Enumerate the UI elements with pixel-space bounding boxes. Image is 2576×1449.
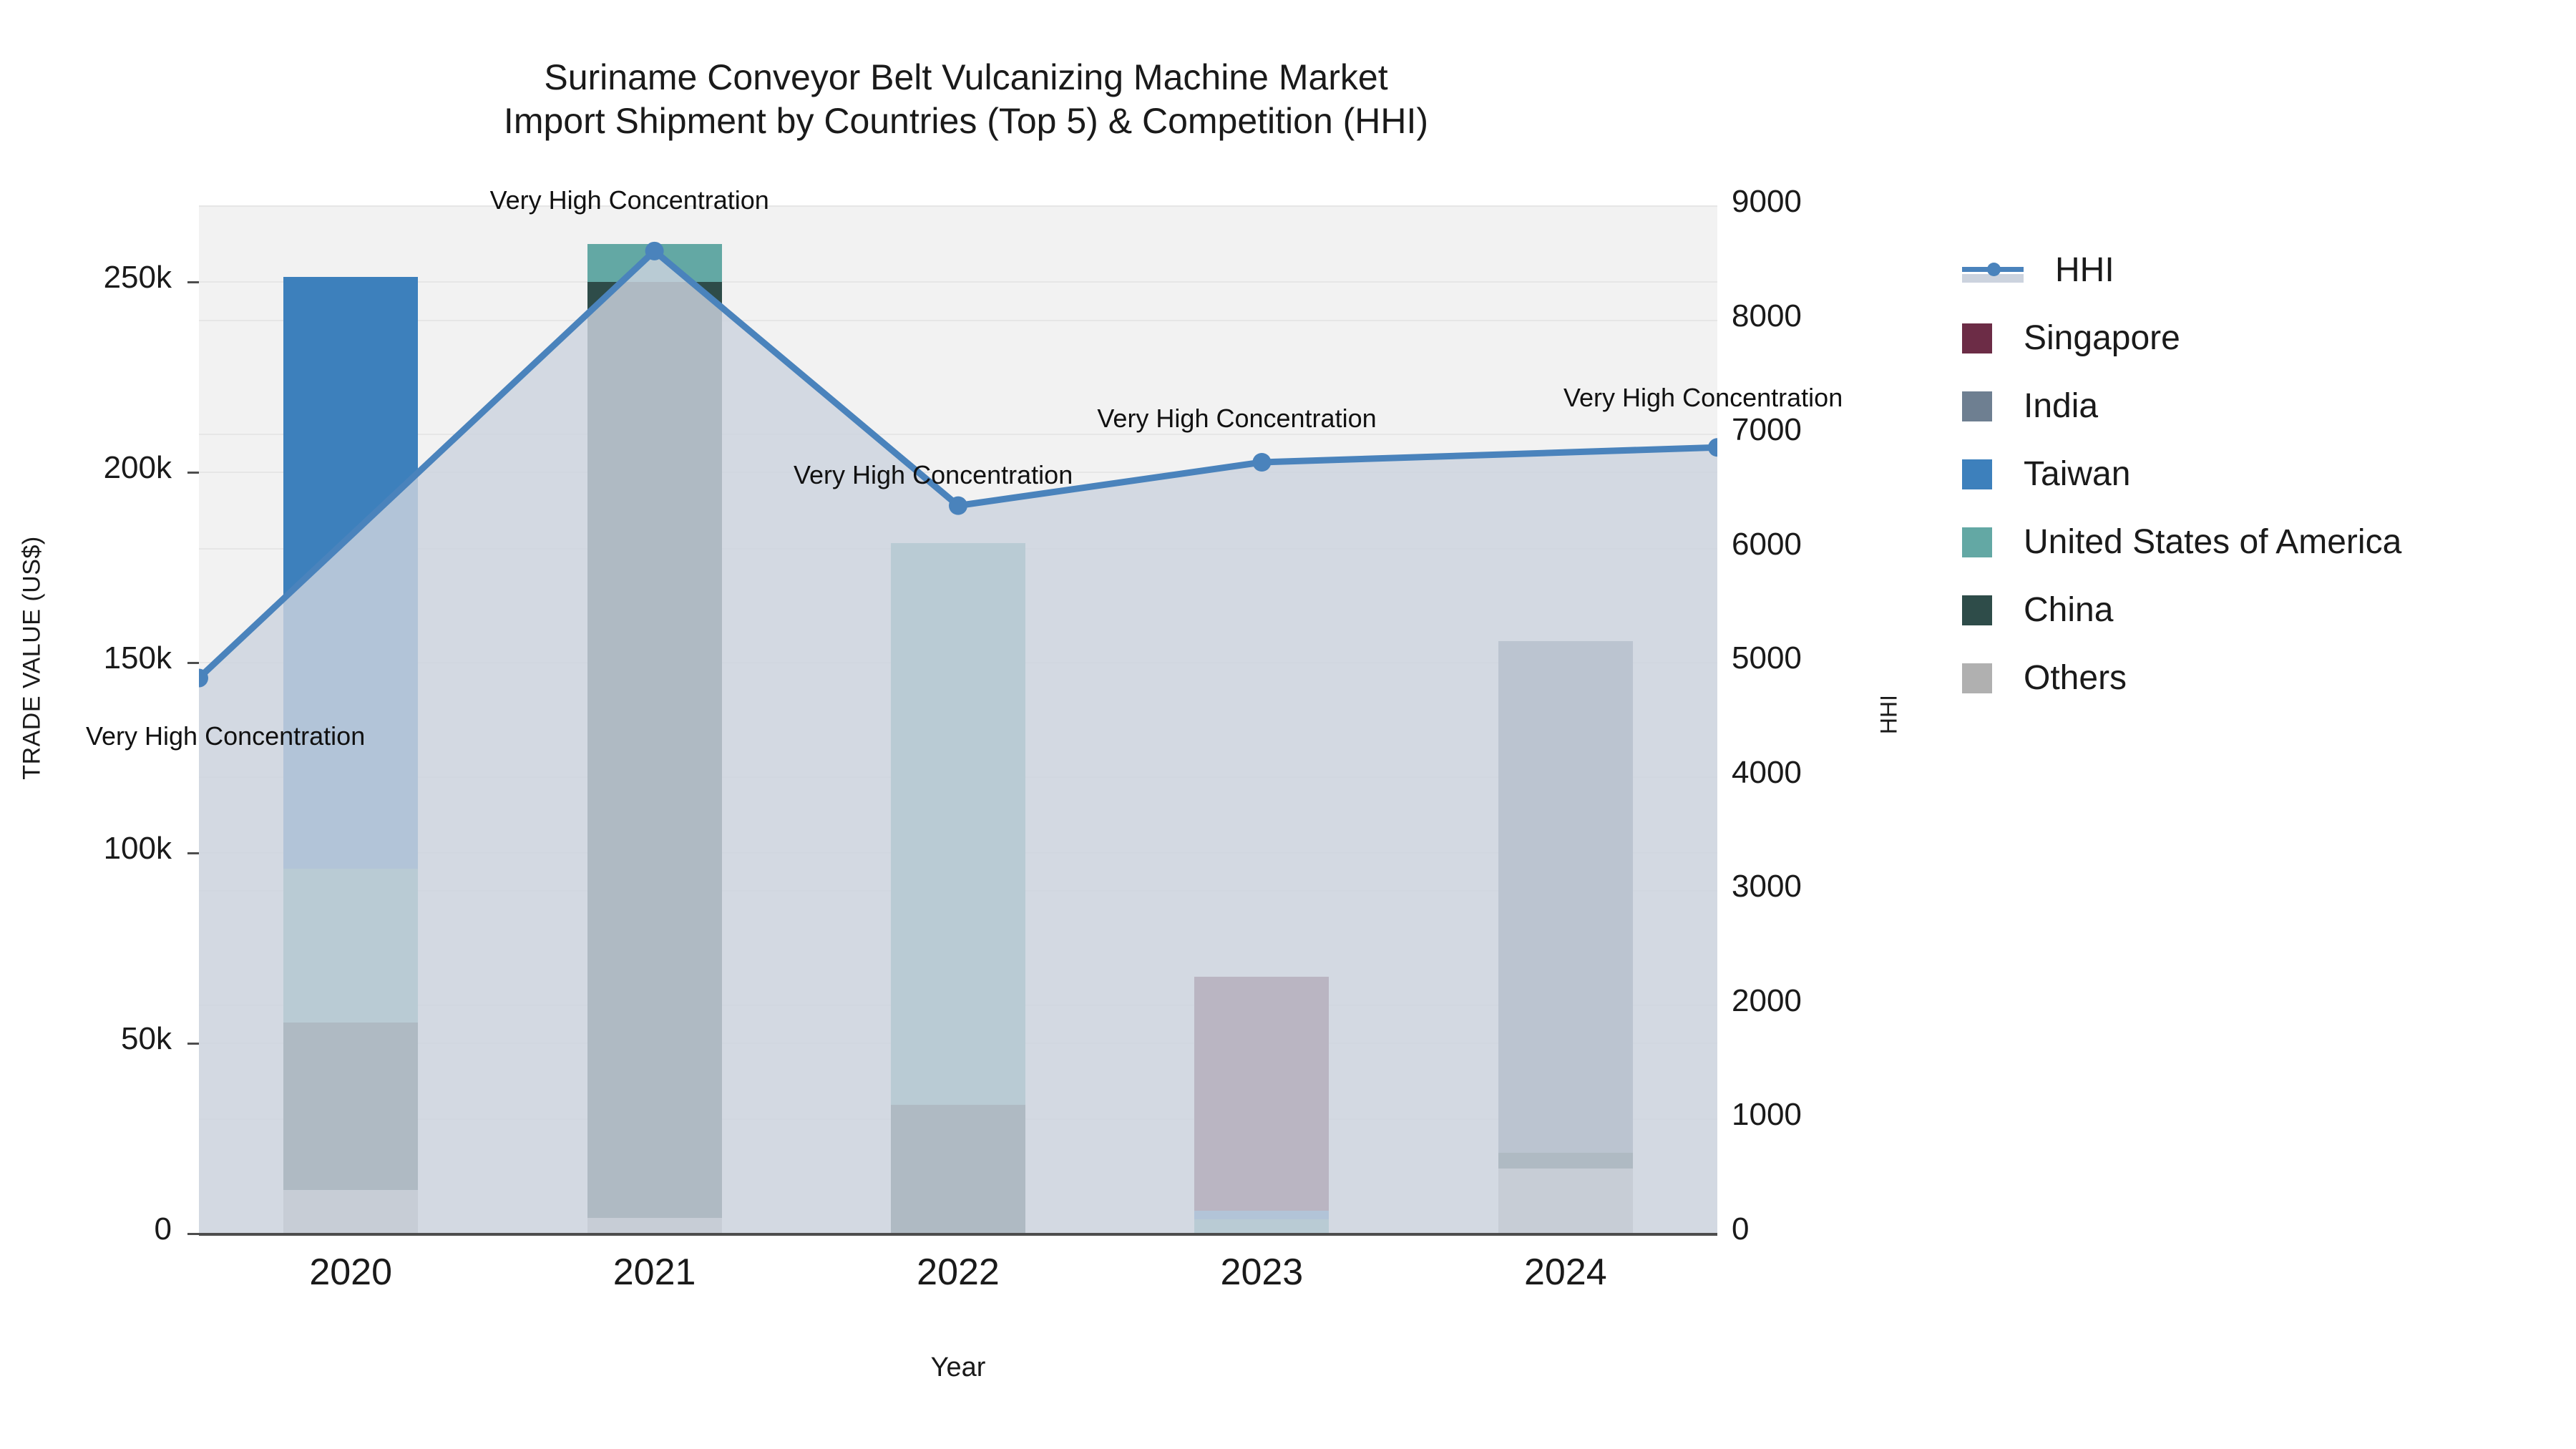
legend-item-label: Taiwan: [2024, 455, 2131, 493]
gridline-secondary: [199, 205, 1717, 207]
y-tick-label-left: 50k: [121, 1021, 172, 1057]
legend-swatch-icon: [1962, 323, 1992, 353]
legend-swatch-icon: [1962, 391, 1992, 421]
chart-title-line-2: Import Shipment by Countries (Top 5) & C…: [503, 101, 1429, 141]
x-tick-label: 2020: [309, 1252, 393, 1293]
concentration-annotation: Very High Concentration: [489, 185, 769, 215]
concentration-annotation: Very High Concentration: [794, 459, 1073, 489]
gridline-secondary: [199, 434, 1717, 436]
y-tick-label-right: 6000: [1732, 526, 1802, 562]
y-tick-label-left: 0: [154, 1211, 172, 1246]
legend-item[interactable]: HHI: [1962, 236, 2549, 304]
bar-segment[interactable]: [1194, 1211, 1330, 1220]
y-tick-label-right: 1000: [1732, 1097, 1802, 1133]
legend-item-label: India: [2024, 387, 2099, 425]
y-tick-label-left: 200k: [103, 450, 172, 486]
bar-segment[interactable]: [1498, 1153, 1633, 1169]
legend-item[interactable]: China: [1962, 576, 2549, 644]
y-tick-label-left: 150k: [103, 640, 172, 676]
bar-segment[interactable]: [891, 1104, 1025, 1233]
bar-segment[interactable]: [283, 1190, 419, 1233]
bar-segment[interactable]: [587, 1218, 722, 1233]
bar-segment[interactable]: [283, 1023, 419, 1191]
y-tick-label-right: 0: [1732, 1211, 1750, 1246]
concentration-annotation: Very High Concentration: [1563, 383, 1843, 413]
y-tick-mark-left: [187, 281, 199, 284]
concentration-annotation: Very High Concentration: [86, 721, 366, 751]
legend-item-label: Singapore: [2024, 319, 2180, 357]
bar-segment[interactable]: [1498, 640, 1633, 1153]
x-tick-label: 2021: [613, 1252, 696, 1293]
y-tick-label-right: 2000: [1732, 982, 1802, 1018]
gridline-secondary: [199, 319, 1717, 321]
legend: HHI Singapore India Taiwan United States of …: [1962, 236, 2549, 712]
y-tick-mark-left: [187, 852, 199, 855]
legend-item-label: Others: [2024, 659, 2127, 697]
y-axis-label-right: HHI: [1875, 694, 1902, 735]
y-tick-label-left: 250k: [103, 260, 172, 296]
chart-title: Suriname Conveyor Belt Vulcanizing Machi…: [0, 56, 1932, 143]
bar-segment[interactable]: [587, 281, 722, 1219]
legend-item-label: China: [2024, 591, 2114, 629]
x-tick-label: 2023: [1220, 1252, 1304, 1293]
y-tick-label-right: 9000: [1732, 184, 1802, 219]
legend-swatch-icon: [1962, 459, 1992, 489]
legend-swatch-icon: [1962, 527, 1992, 557]
y-tick-mark-left: [187, 662, 199, 665]
legend-item[interactable]: Taiwan: [1962, 440, 2549, 508]
legend-item-label: HHI: [2055, 251, 2114, 289]
bar-segment[interactable]: [891, 543, 1025, 1105]
y-tick-label-right: 5000: [1732, 640, 1802, 676]
x-axis-label: Year: [930, 1352, 986, 1382]
legend-line-marker-icon: [1962, 255, 2024, 286]
y-tick-mark-left: [187, 472, 199, 474]
bar-segment[interactable]: [283, 869, 419, 1023]
bar-segment[interactable]: [1498, 1168, 1633, 1233]
legend-item[interactable]: Singapore: [1962, 304, 2549, 372]
x-axis-line: [199, 1233, 1717, 1236]
gridline: [199, 281, 1717, 283]
bar-segment[interactable]: [1194, 977, 1330, 1211]
bar-segment[interactable]: [587, 243, 722, 282]
legend-item[interactable]: United States of America: [1962, 508, 2549, 576]
legend-item[interactable]: India: [1962, 372, 2549, 440]
legend-item-label: United States of America: [2024, 523, 2402, 561]
y-tick-label-right: 8000: [1732, 298, 1802, 333]
y-tick-label-right: 7000: [1732, 412, 1802, 448]
x-tick-label: 2024: [1523, 1252, 1607, 1293]
bar-segment[interactable]: [283, 276, 419, 869]
legend-item[interactable]: Others: [1962, 644, 2549, 712]
x-tick-label: 2022: [917, 1252, 1000, 1293]
legend-swatch-icon: [1962, 595, 1992, 625]
y-tick-label-right: 4000: [1732, 754, 1802, 790]
y-tick-label-right: 3000: [1732, 869, 1802, 904]
concentration-annotation: Very High Concentration: [1097, 404, 1377, 433]
chart-title-line-1: Suriname Conveyor Belt Vulcanizing Machi…: [544, 57, 1388, 97]
bar-segment[interactable]: [1194, 1219, 1330, 1233]
y-tick-mark-left: [187, 1043, 199, 1045]
legend-swatch-icon: [1962, 663, 1992, 693]
y-tick-label-left: 100k: [103, 831, 172, 867]
y-tick-mark-left: [187, 1233, 199, 1235]
